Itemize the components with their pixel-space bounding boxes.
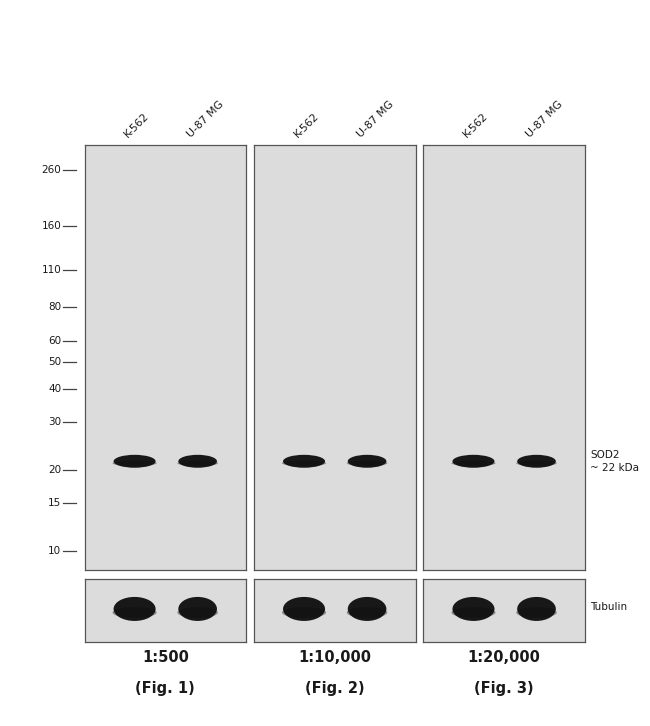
Ellipse shape [347,460,387,466]
Ellipse shape [452,597,495,621]
Ellipse shape [178,597,217,621]
Ellipse shape [517,597,556,621]
Ellipse shape [114,454,155,468]
Text: 60: 60 [48,336,61,346]
Ellipse shape [516,607,557,618]
Text: 50: 50 [48,357,61,367]
Ellipse shape [348,597,386,621]
Text: 260: 260 [42,165,61,174]
Text: 40: 40 [48,383,61,393]
Text: 15: 15 [48,499,61,508]
Text: U-87 MG: U-87 MG [355,99,395,139]
Text: Tubulin: Tubulin [590,602,627,612]
Text: U-87 MG: U-87 MG [525,99,565,139]
Text: K-562: K-562 [462,111,490,139]
Ellipse shape [177,607,218,618]
Text: (Fig. 3): (Fig. 3) [474,681,534,696]
Ellipse shape [283,597,325,621]
Text: 1:500: 1:500 [142,650,188,666]
Ellipse shape [112,607,157,618]
Text: 10: 10 [48,546,61,556]
Ellipse shape [177,460,218,466]
Text: 1:10,000: 1:10,000 [298,650,371,666]
Ellipse shape [114,597,155,621]
Ellipse shape [347,607,387,618]
Text: (Fig. 1): (Fig. 1) [135,681,195,696]
Text: U-87 MG: U-87 MG [186,99,226,139]
Ellipse shape [517,454,556,468]
Text: 30: 30 [48,417,61,428]
Text: 80: 80 [48,303,61,312]
Ellipse shape [451,607,495,618]
Text: (Fig. 2): (Fig. 2) [305,681,365,696]
Text: 110: 110 [42,265,61,275]
Ellipse shape [178,454,217,468]
Ellipse shape [451,460,495,466]
Text: 20: 20 [48,465,61,475]
Ellipse shape [348,454,386,468]
Text: 1:20,000: 1:20,000 [468,650,541,666]
Ellipse shape [282,607,326,618]
Ellipse shape [283,454,325,468]
Ellipse shape [282,460,326,466]
Ellipse shape [516,460,557,466]
Text: K-562: K-562 [292,111,320,139]
Text: SOD2
~ 22 kDa: SOD2 ~ 22 kDa [590,449,639,473]
Ellipse shape [112,460,157,466]
Ellipse shape [452,454,495,468]
Text: 160: 160 [42,221,61,232]
Text: K-562: K-562 [123,111,151,139]
